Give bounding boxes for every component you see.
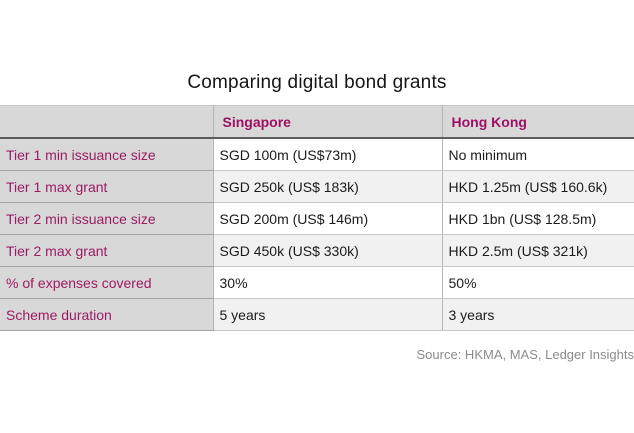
header-row: Singapore Hong Kong [0,105,634,139]
row-label: Tier 1 max grant [0,170,213,203]
source-attribution: Source: HKMA, MAS, Ledger Insights [416,347,634,362]
singapore-value: SGD 250k (US$ 183k) [212,170,442,203]
table-row: Scheme duration 5 years 3 years [0,298,634,331]
column-header-singapore: Singapore [212,105,442,139]
row-label: Tier 2 min issuance size [0,202,213,235]
hong-kong-value: 50% [441,266,634,299]
comparison-table: Singapore Hong Kong Tier 1 min issuance … [0,105,634,331]
column-header-hong-kong: Hong Kong [441,105,634,139]
figure-title: Comparing digital bond grants [187,72,447,93]
row-label: Tier 2 max grant [0,234,213,267]
hong-kong-value: 3 years [441,298,634,331]
header-cell-empty [0,105,213,139]
singapore-value: SGD 450k (US$ 330k) [212,234,442,267]
table-row: Tier 2 min issuance size SGD 200m (US$ 1… [0,202,634,235]
hong-kong-value: HKD 1.25m (US$ 160.6k) [441,170,634,203]
singapore-value: SGD 200m (US$ 146m) [212,202,442,235]
table-row: % of expenses covered 30% 50% [0,266,634,299]
hong-kong-value: HKD 1bn (US$ 128.5m) [441,202,634,235]
singapore-value: 30% [212,266,442,299]
singapore-value: SGD 100m (US$73m) [212,138,442,171]
row-label: Tier 1 min issuance size [0,138,213,171]
hong-kong-value: HKD 2.5m (US$ 321k) [441,234,634,267]
singapore-value: 5 years [212,298,442,331]
table-row: Tier 1 min issuance size SGD 100m (US$73… [0,138,634,171]
row-label: % of expenses covered [0,266,213,299]
table-row: Tier 2 max grant SGD 450k (US$ 330k) HKD… [0,234,634,267]
row-label: Scheme duration [0,298,213,331]
table-row: Tier 1 max grant SGD 250k (US$ 183k) HKD… [0,170,634,203]
hong-kong-value: No minimum [441,138,634,171]
